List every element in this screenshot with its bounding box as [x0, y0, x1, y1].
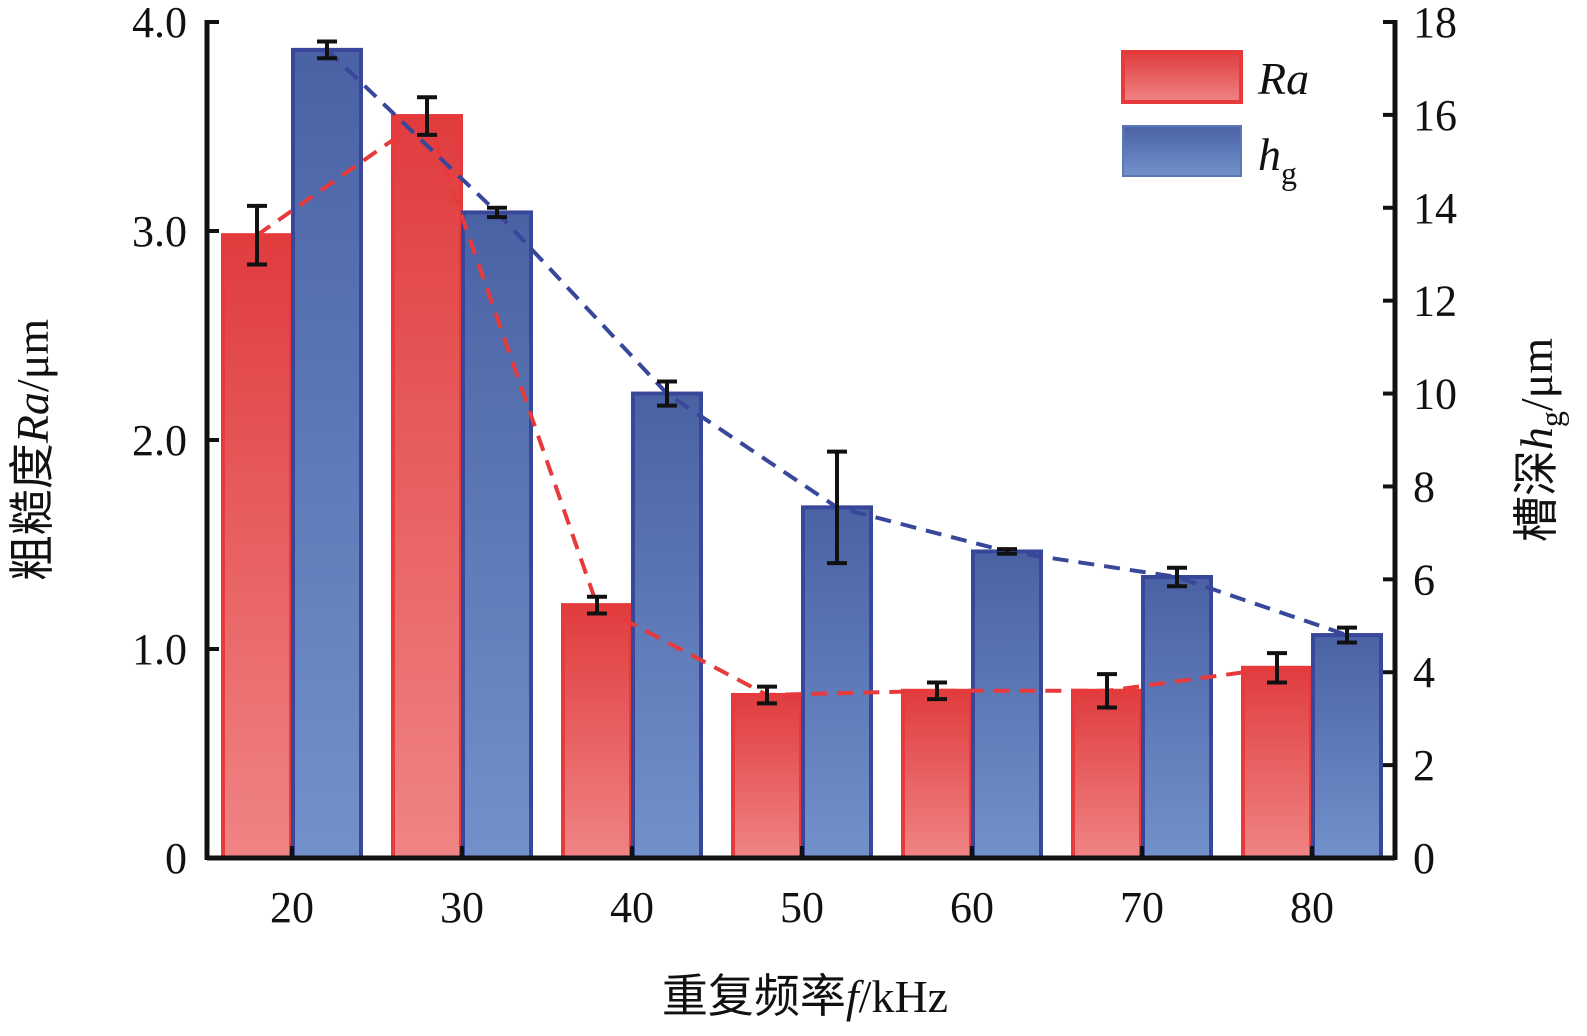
- error-bar-hg-50: [827, 449, 847, 566]
- bar-ra-20: [221, 233, 293, 860]
- error-bar-hg-40: [657, 379, 677, 408]
- y-right-tick-label: 4: [1413, 648, 1435, 697]
- y-axis-right-label: 槽深hg/μm: [1511, 338, 1569, 542]
- y-right-tick-label: 16: [1413, 91, 1457, 140]
- legend-swatch-hg: [1122, 125, 1242, 177]
- y-right-tick-label: 2: [1413, 741, 1435, 790]
- y-axis-left-label: 粗糙度Ra/μm: [7, 319, 58, 582]
- bar-ra-70: [1071, 688, 1143, 860]
- x-tick-label: 50: [780, 883, 824, 932]
- x-axis-label: 重复频率f/kHz: [662, 971, 948, 1022]
- bar-ra-60: [901, 688, 973, 860]
- legend-swatch-ra: [1121, 50, 1243, 104]
- bar-hg-80: [1311, 633, 1383, 860]
- error-bar-hg-20: [317, 39, 337, 61]
- error-bar-hg-70: [1167, 565, 1187, 589]
- y-right-tick-label: 0: [1413, 834, 1435, 883]
- y-left-tick-label: 2.0: [132, 416, 187, 465]
- y-right-tick-label: 8: [1413, 462, 1435, 511]
- error-bar-ra-30: [417, 95, 437, 137]
- bar-ra-30: [391, 114, 463, 861]
- x-tick-label: 20: [270, 883, 314, 932]
- bar-ra-40: [561, 603, 633, 860]
- bar-ra-80: [1241, 665, 1313, 860]
- error-bar-ra-60: [927, 680, 947, 702]
- legend: Ra hg: [1121, 50, 1309, 191]
- error-bar-ra-40: [587, 594, 607, 616]
- bar-ra-50: [731, 692, 803, 860]
- error-bar-ra-20: [247, 203, 267, 267]
- error-bar-hg-80: [1337, 625, 1357, 645]
- legend-label-hg: hg: [1258, 129, 1297, 191]
- error-bar-hg-30: [487, 205, 507, 220]
- y-left-tick-label: 0: [165, 834, 187, 883]
- y-right-tick-label: 14: [1413, 184, 1457, 233]
- bar-hg-60: [971, 549, 1043, 860]
- y-right-tick-label: 6: [1413, 555, 1435, 604]
- x-tick-label: 40: [610, 883, 654, 932]
- error-bar-ra-80: [1267, 651, 1287, 685]
- error-bar-ra-70: [1097, 672, 1117, 710]
- x-tick-label: 30: [440, 883, 484, 932]
- bar-hg-70: [1141, 575, 1213, 860]
- x-tick-label: 70: [1120, 883, 1164, 932]
- error-bar-ra-50: [757, 684, 777, 706]
- y-right-tick-label: 12: [1413, 277, 1457, 326]
- y-left-tick-label: 4.0: [132, 0, 187, 47]
- y-left-tick-label: 3.0: [132, 207, 187, 256]
- x-tick-label: 60: [950, 883, 994, 932]
- y-left-tick-label: 1.0: [132, 625, 187, 674]
- y-right-tick-label: 10: [1413, 370, 1457, 419]
- bar-hg-40: [631, 391, 703, 860]
- error-bar-hg-60: [997, 547, 1017, 556]
- x-tick-label: 80: [1290, 883, 1334, 932]
- bar-hg-30: [461, 210, 533, 860]
- legend-label-ra: Ra: [1257, 53, 1309, 104]
- y-right-tick-label: 18: [1413, 0, 1457, 47]
